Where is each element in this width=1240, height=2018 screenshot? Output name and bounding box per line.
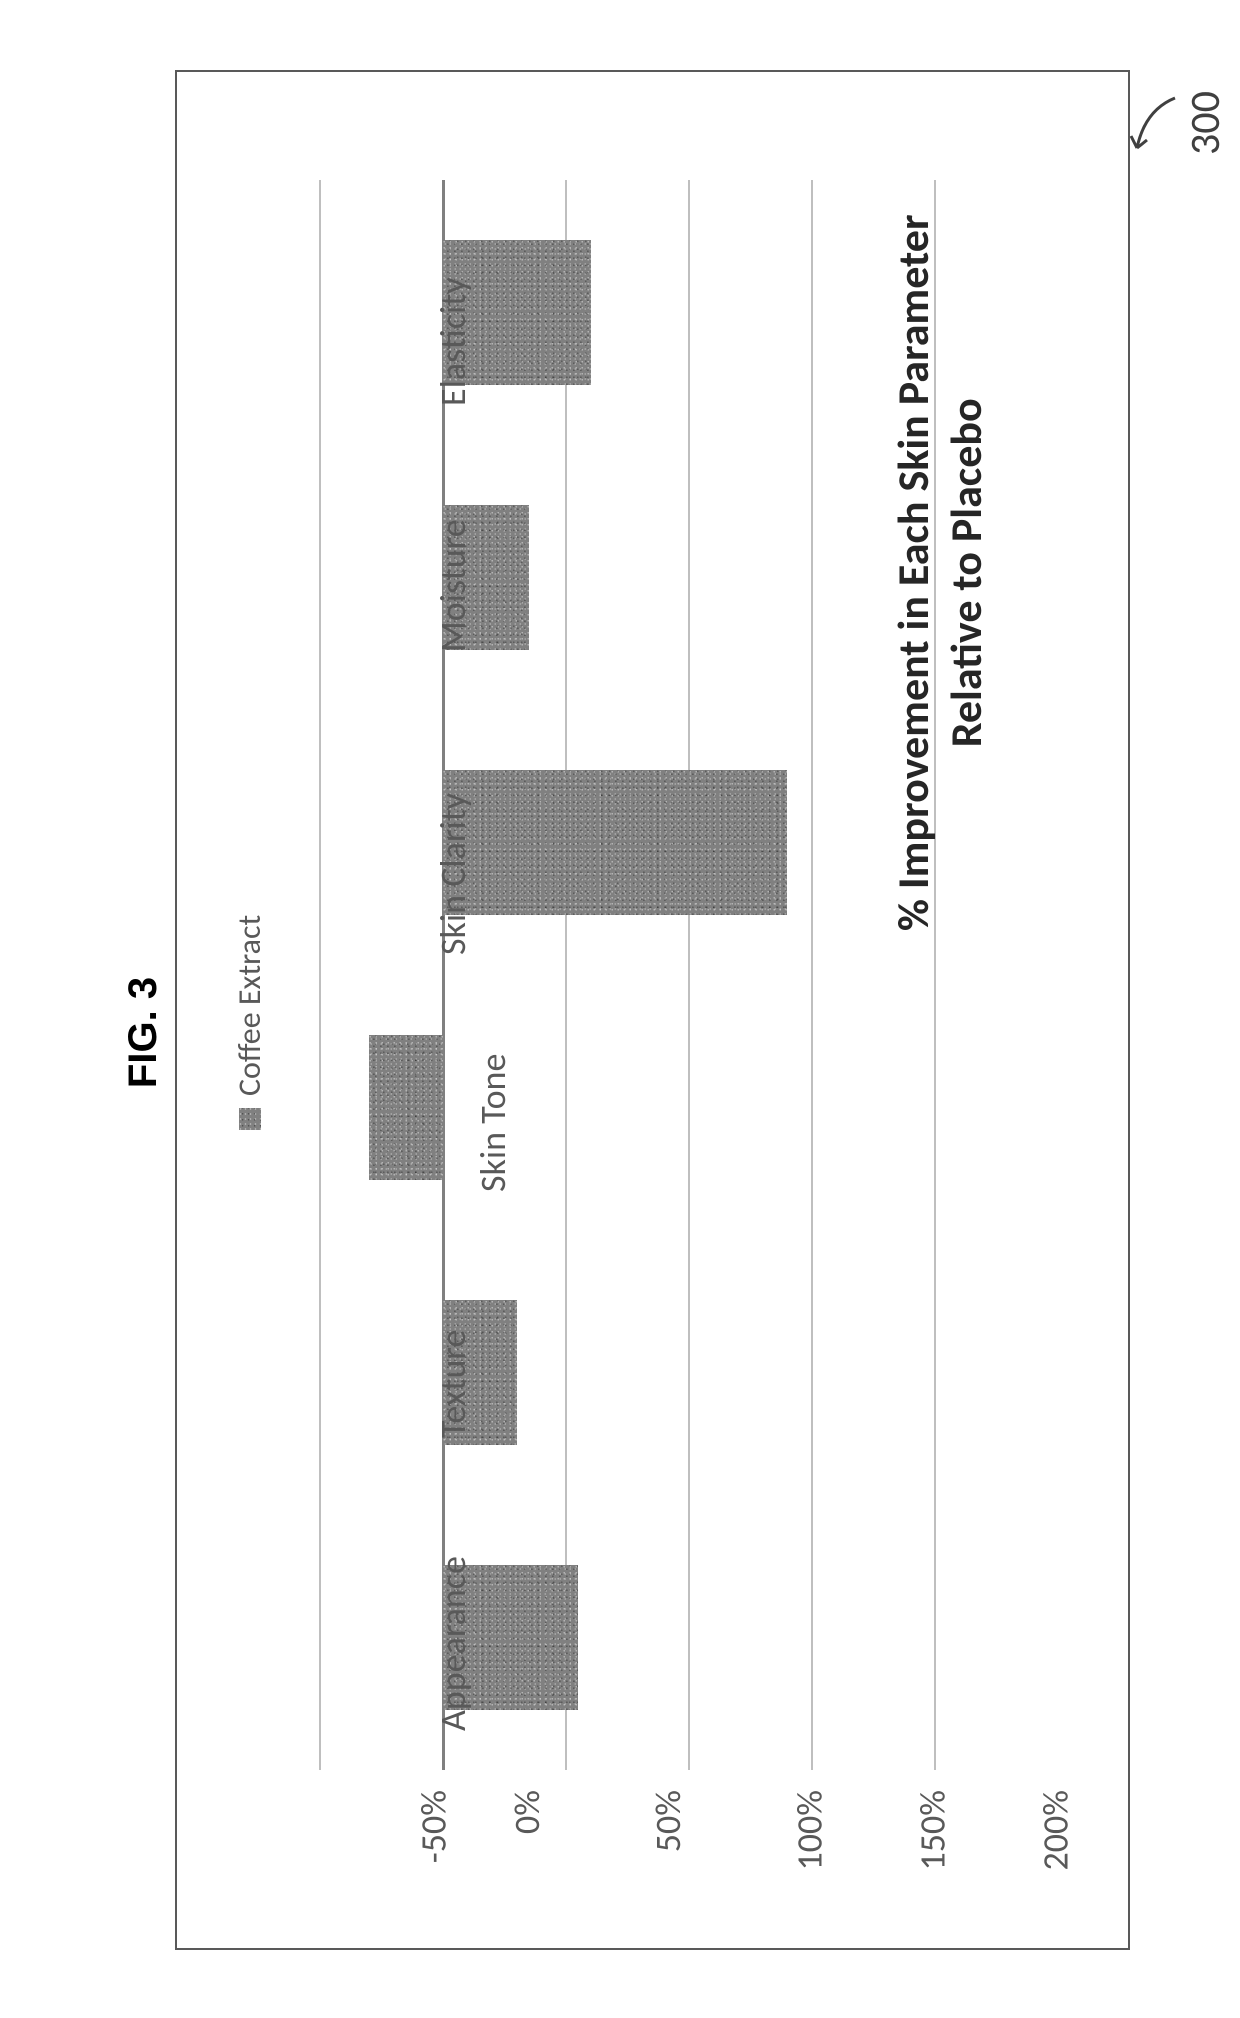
figure-reference-arrow bbox=[1125, 90, 1205, 170]
figure-caption: FIG. 3 bbox=[121, 977, 166, 1088]
y-axis-tick-label: 200% bbox=[1033, 1790, 1077, 1870]
gridline bbox=[811, 180, 813, 1770]
axis-baseline bbox=[442, 180, 445, 1770]
y-axis-tick-label: 150% bbox=[910, 1790, 954, 1870]
y-axis-tick-label: 50% bbox=[646, 1790, 690, 1852]
legend: Coffee Extract bbox=[230, 915, 269, 1130]
y-axis-tick-label: 0% bbox=[505, 1790, 549, 1834]
chart-title: % Improvement in Each Skin ParameterRela… bbox=[887, 123, 993, 1023]
gridline bbox=[319, 180, 321, 1770]
y-axis-tick-label: -50% bbox=[411, 1790, 455, 1863]
category-label: Moisture bbox=[431, 520, 475, 653]
y-axis-tick-label: 100% bbox=[787, 1790, 831, 1870]
gridline bbox=[565, 180, 567, 1770]
category-label: Appearance bbox=[431, 1556, 475, 1731]
chart-title-line1: % Improvement in Each Skin Parameter bbox=[887, 123, 940, 1023]
chart-title-line2: Relative to Placebo bbox=[940, 123, 993, 1023]
category-label: Elasticity bbox=[431, 277, 475, 406]
category-label: Skin Tone bbox=[471, 1053, 515, 1191]
bar bbox=[369, 1035, 443, 1181]
bar bbox=[443, 770, 787, 916]
legend-label: Coffee Extract bbox=[230, 915, 269, 1096]
category-label: Texture bbox=[431, 1330, 475, 1438]
gridline bbox=[688, 180, 690, 1770]
category-label: Skin Clarity bbox=[431, 793, 475, 955]
legend-swatch bbox=[239, 1108, 261, 1130]
